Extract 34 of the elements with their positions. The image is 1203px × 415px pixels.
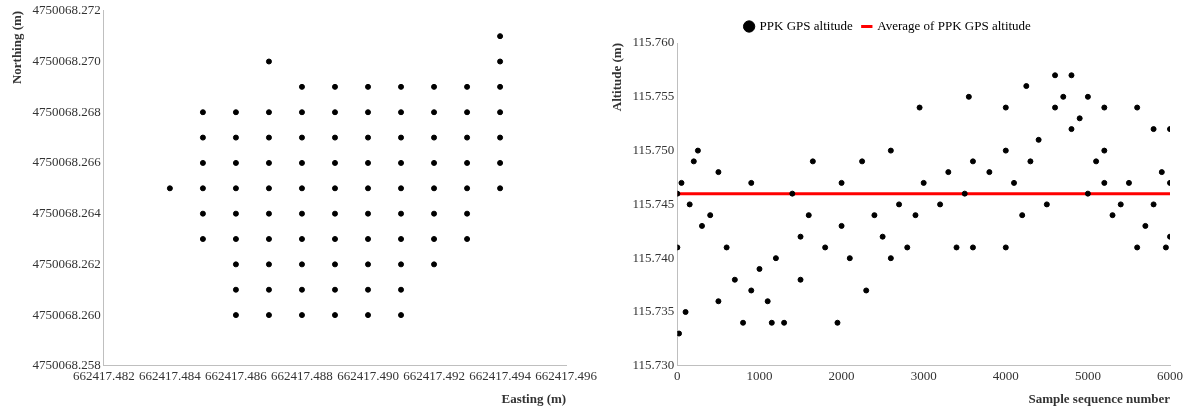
x-tick-label: 1000 (746, 368, 773, 384)
y-axis-title: Altitude (m) (609, 43, 625, 112)
x-tick-label: 662417.484 (139, 368, 202, 384)
x-tick-label: 662417.494 (469, 368, 532, 384)
x-axis-title: Easting (m) (501, 390, 567, 406)
y-tick-label: 115.740 (632, 249, 675, 265)
x-tick-label: 662417.492 (403, 368, 465, 384)
x-tick-label: 5000 (1074, 368, 1101, 384)
y-tick-label: 115.750 (632, 142, 675, 158)
y-tick-label: 115.760 (632, 34, 675, 50)
x-tick-label: 662417.490 (337, 368, 399, 384)
y-tick-label: 115.735 (632, 303, 675, 319)
x-tick-label: 662417.486 (205, 368, 268, 384)
y-tick-label: 4750068.262 (32, 255, 101, 271)
y-tick-label: 115.755 (632, 88, 675, 104)
x-tick-label: 6000 (1157, 368, 1183, 384)
y-tick-label: 4750068.272 (32, 2, 101, 18)
y-tick-label: 115.745 (632, 195, 675, 211)
y-tick-label: 115.730 (632, 357, 675, 373)
y-tick-label: 4750068.268 (32, 103, 101, 119)
y-tick-label: 4750068.264 (32, 205, 102, 221)
legend-label: Average of PPK GPS altitude (877, 17, 1032, 33)
x-tick-label: 662417.488 (271, 368, 333, 384)
x-tick-label: 2000 (828, 368, 855, 384)
y-axis-title: Northing (m) (9, 10, 25, 85)
y-tick-label: 4750068.266 (32, 154, 102, 170)
x-tick-label: 3000 (910, 368, 937, 384)
legend-label: PPK GPS altitude (759, 17, 854, 33)
x-tick-label: 4000 (992, 368, 1019, 384)
x-tick-label: 662417.496 (535, 368, 598, 384)
x-axis-title: Sample sequence number (1028, 390, 1171, 406)
y-tick-label: 4750068.260 (32, 306, 101, 322)
x-tick-label: 0 (674, 368, 681, 384)
y-tick-label: 4750068.270 (32, 52, 101, 68)
